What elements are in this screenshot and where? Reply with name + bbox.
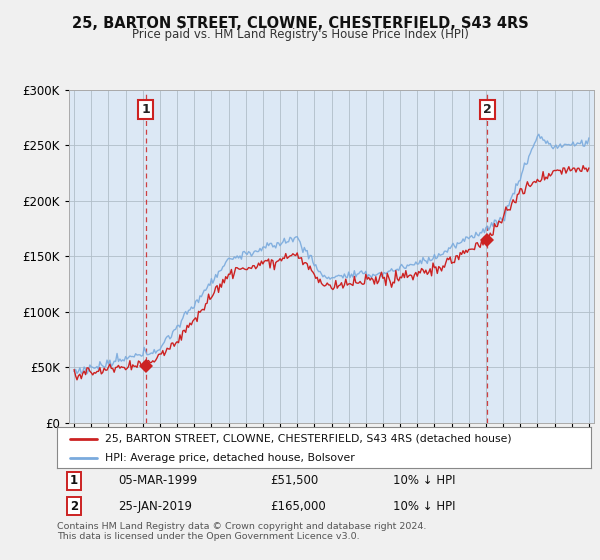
Text: 1: 1 [70,474,78,487]
Text: Price paid vs. HM Land Registry's House Price Index (HPI): Price paid vs. HM Land Registry's House … [131,28,469,41]
Text: 2: 2 [483,103,491,116]
Text: £165,000: £165,000 [271,500,326,512]
Text: HPI: Average price, detached house, Bolsover: HPI: Average price, detached house, Bols… [105,452,355,463]
Text: 2: 2 [70,500,78,512]
Text: £51,500: £51,500 [271,474,319,487]
Text: Contains HM Land Registry data © Crown copyright and database right 2024.
This d: Contains HM Land Registry data © Crown c… [57,522,427,542]
Text: 10% ↓ HPI: 10% ↓ HPI [394,500,456,512]
Text: 25, BARTON STREET, CLOWNE, CHESTERFIELD, S43 4RS (detached house): 25, BARTON STREET, CLOWNE, CHESTERFIELD,… [105,433,512,444]
Text: 05-MAR-1999: 05-MAR-1999 [118,474,197,487]
Text: 10% ↓ HPI: 10% ↓ HPI [394,474,456,487]
Text: 25-JAN-2019: 25-JAN-2019 [118,500,193,512]
Text: 1: 1 [142,103,150,116]
Text: 25, BARTON STREET, CLOWNE, CHESTERFIELD, S43 4RS: 25, BARTON STREET, CLOWNE, CHESTERFIELD,… [71,16,529,31]
